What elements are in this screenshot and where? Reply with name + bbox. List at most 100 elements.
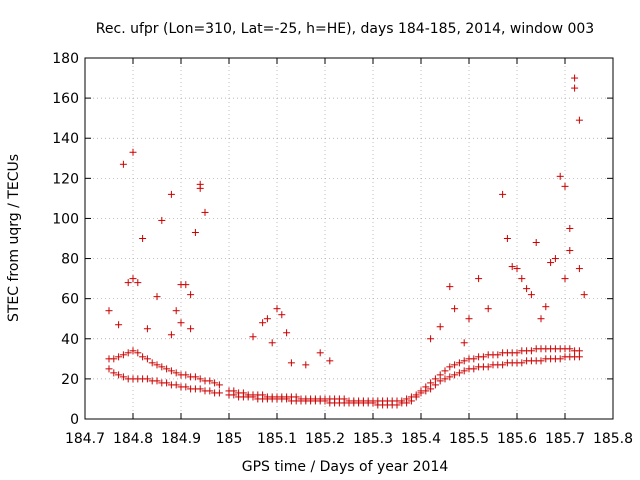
data-point	[187, 291, 195, 299]
x-tick-label: 185.6	[497, 431, 537, 447]
data-point	[143, 355, 151, 363]
data-point	[566, 247, 574, 255]
data-point	[273, 305, 281, 313]
data-point	[105, 307, 113, 315]
y-tick-label: 180	[52, 51, 79, 67]
data-point	[119, 373, 127, 381]
data-point	[551, 255, 559, 263]
data-point	[436, 377, 444, 385]
x-tick-label: 184.7	[65, 431, 105, 447]
data-point	[451, 305, 459, 313]
data-point	[158, 363, 166, 371]
data-point	[566, 345, 574, 353]
data-point	[427, 379, 435, 387]
data-point	[537, 357, 545, 365]
data-point	[153, 361, 161, 369]
data-point	[537, 315, 545, 323]
data-point	[215, 389, 223, 397]
data-point	[446, 373, 454, 381]
data-point	[148, 359, 156, 367]
data-point	[124, 279, 132, 287]
data-point	[470, 365, 478, 373]
data-point	[177, 319, 185, 327]
data-point	[283, 329, 291, 337]
x-tick-label: 184.8	[113, 431, 153, 447]
data-point	[499, 190, 507, 198]
data-point	[436, 371, 444, 379]
data-point	[556, 172, 564, 180]
x-tick-label: 185.2	[305, 431, 345, 447]
data-point	[249, 333, 257, 341]
data-point	[451, 361, 459, 369]
data-point	[259, 319, 267, 327]
data-point	[163, 379, 171, 387]
data-point	[143, 375, 151, 383]
data-point	[527, 347, 535, 355]
data-point	[268, 339, 276, 347]
data-points	[105, 74, 588, 409]
x-tick-label: 185.1	[257, 431, 297, 447]
data-point	[326, 357, 334, 365]
data-point	[431, 375, 439, 383]
y-tick-label: 0	[70, 412, 79, 428]
data-point	[575, 265, 583, 273]
data-point	[571, 74, 579, 82]
data-point	[167, 367, 175, 375]
y-axis-label: STEC from uqrg / TECUs	[6, 154, 22, 322]
data-point	[259, 391, 267, 399]
data-point	[139, 235, 147, 242]
data-point	[191, 228, 199, 236]
data-point	[124, 349, 132, 357]
data-point	[201, 208, 209, 216]
data-point	[119, 351, 127, 359]
data-point	[172, 381, 180, 389]
data-point	[239, 389, 247, 397]
data-point	[316, 349, 324, 357]
data-point	[230, 387, 238, 395]
data-point	[446, 363, 454, 371]
data-point	[575, 347, 583, 355]
data-point	[460, 367, 468, 375]
y-tick-label: 160	[52, 91, 79, 107]
data-point	[134, 279, 142, 287]
data-point	[460, 357, 468, 365]
y-tick-label: 20	[61, 372, 79, 388]
data-point	[436, 323, 444, 331]
data-point	[302, 361, 310, 369]
data-point	[206, 387, 214, 395]
data-point	[441, 367, 449, 375]
data-point	[182, 383, 190, 391]
x-tick-label: 185.7	[545, 431, 585, 447]
x-axis: 184.7 184.8 184.9 185 185.1 185.2 185.3 185.4 18…	[65, 58, 633, 447]
data-point	[518, 275, 526, 283]
grid-lines	[85, 58, 613, 419]
data-point	[513, 349, 521, 357]
data-point	[455, 359, 463, 367]
data-point	[571, 84, 579, 92]
x-tick-label: 185.8	[593, 431, 633, 447]
x-tick-label: 185	[216, 431, 243, 447]
data-point	[417, 387, 425, 395]
data-point	[412, 391, 420, 399]
data-point	[129, 275, 137, 283]
plot-frame	[84, 57, 614, 420]
data-point	[561, 182, 569, 190]
data-point	[431, 381, 439, 389]
y-tick-label: 80	[61, 252, 79, 268]
data-point	[172, 369, 180, 377]
data-point	[403, 395, 411, 403]
chart-title: Rec. ufpr (Lon=310, Lat=-25, h=HE), days…	[96, 21, 594, 37]
data-point	[110, 369, 118, 377]
data-point	[143, 325, 151, 333]
data-point	[211, 379, 219, 387]
data-point	[508, 263, 516, 271]
data-point	[455, 369, 463, 377]
data-point	[580, 291, 588, 299]
data-point	[460, 339, 468, 347]
data-point	[484, 363, 492, 371]
data-point	[153, 293, 161, 301]
data-point	[532, 239, 540, 247]
data-point	[427, 335, 435, 343]
data-point	[427, 385, 435, 393]
data-point	[158, 216, 166, 224]
